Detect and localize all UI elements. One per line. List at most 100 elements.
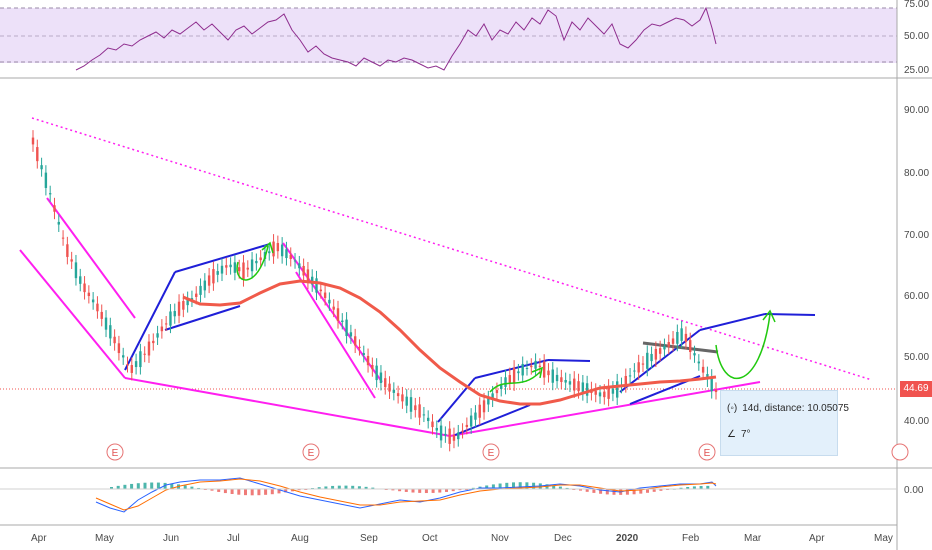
candle-body <box>259 257 262 261</box>
candle-body <box>117 343 121 354</box>
candle-body <box>663 345 666 350</box>
macd-bar <box>686 486 690 489</box>
macd-bar <box>331 485 335 489</box>
macd-bar <box>445 489 448 492</box>
candle-body <box>684 333 688 342</box>
macd-bar <box>351 485 355 489</box>
macd-bar <box>150 482 154 489</box>
svg-text:May: May <box>95 533 114 544</box>
candle-body <box>53 205 56 212</box>
macd-bar <box>143 482 147 489</box>
macd-bar <box>558 486 562 489</box>
macd-bar <box>123 484 127 489</box>
candle-body <box>491 393 494 400</box>
candle-body <box>341 320 344 322</box>
candle-body <box>680 328 683 341</box>
measure-tooltip: (◦) 14d, distance: 10.05075 ∠ 7° <box>720 390 849 456</box>
earnings-marker-4[interactable]: E <box>698 443 716 461</box>
macd-bar <box>485 485 489 489</box>
candle-body <box>83 283 86 293</box>
green-arrows <box>236 241 776 393</box>
candle-body <box>568 381 572 385</box>
candle-body <box>323 292 327 299</box>
candle-body <box>328 299 331 304</box>
svg-text:Jul: Jul <box>227 533 240 544</box>
macd-bar <box>116 485 120 489</box>
candle-body <box>70 259 73 262</box>
earnings-marker-1[interactable]: E <box>106 443 124 461</box>
candle-body <box>195 293 198 297</box>
macd-bar <box>458 489 462 491</box>
candle-body <box>74 262 78 279</box>
candle-body <box>478 404 481 418</box>
price-tick-40: 40.00 <box>904 416 929 427</box>
candle-body <box>36 147 39 162</box>
candle-body <box>444 433 447 436</box>
blue-channel-lines[interactable] <box>124 243 816 436</box>
candle-body <box>426 417 430 422</box>
candle-body <box>48 193 52 195</box>
candle-body <box>487 398 490 405</box>
svg-text:2020: 2020 <box>616 533 639 544</box>
macd-bar <box>156 482 160 489</box>
time-axis: Apr May Jun Jul Aug Sep Oct Nov Dec 2020… <box>31 533 893 544</box>
candle-body <box>560 377 563 383</box>
candle-body <box>203 280 207 291</box>
macd-bar <box>344 485 348 489</box>
macd-bar <box>357 486 361 489</box>
earnings-marker-3[interactable]: E <box>482 443 500 461</box>
candle-body <box>79 276 82 284</box>
candle-body <box>199 285 202 295</box>
macd-bar <box>625 489 629 495</box>
candle-body <box>190 298 194 300</box>
candle-body <box>130 365 133 373</box>
candle-body <box>542 361 546 378</box>
candle-body <box>414 405 417 411</box>
magenta-trendlines[interactable] <box>19 197 761 437</box>
candle-body <box>633 370 636 372</box>
candle-body <box>504 377 507 387</box>
candle-body <box>641 363 645 365</box>
svg-text:E: E <box>308 448 315 459</box>
macd-bar <box>284 489 288 493</box>
earnings-marker-partial[interactable] <box>891 443 909 461</box>
candle-body <box>87 292 91 297</box>
long-downtrend-line[interactable] <box>31 117 873 381</box>
candle-body <box>388 383 391 392</box>
svg-text:Dec: Dec <box>554 533 572 544</box>
macd-bar <box>424 489 428 494</box>
macd-bar <box>324 486 328 489</box>
macd-bar <box>398 489 402 492</box>
macd-bar <box>223 489 227 494</box>
macd-bar <box>699 486 703 489</box>
rsi-tick-75: 75.00 <box>904 0 929 10</box>
candle-body <box>396 393 400 397</box>
candle-body <box>646 352 649 369</box>
candle-body <box>186 299 189 306</box>
macd-bar <box>110 487 113 489</box>
candle-body <box>439 425 443 441</box>
candle-body <box>315 278 318 293</box>
candle-body <box>336 308 340 322</box>
measure-text: 14d, distance: 10.05075 <box>742 403 849 414</box>
svg-text:Oct: Oct <box>422 533 438 544</box>
svg-text:Apr: Apr <box>809 533 825 544</box>
svg-text:Aug: Aug <box>291 533 309 544</box>
macd-tick-0: 0.00 <box>904 485 924 496</box>
macd-bar <box>679 487 683 489</box>
macd-bar <box>438 489 442 493</box>
candle-body <box>517 371 520 374</box>
moving-average-line <box>182 279 717 406</box>
macd-bar <box>659 489 663 491</box>
candle-body <box>435 427 438 431</box>
candle-body <box>362 353 365 355</box>
macd-bar <box>692 486 696 489</box>
macd-bar <box>217 489 221 492</box>
svg-text:Nov: Nov <box>491 533 509 544</box>
earnings-marker-2[interactable]: E <box>302 443 320 461</box>
price-tick-60: 60.00 <box>904 291 929 302</box>
candle-body <box>143 353 146 355</box>
candle-body <box>710 376 713 392</box>
candle-body <box>697 361 701 364</box>
